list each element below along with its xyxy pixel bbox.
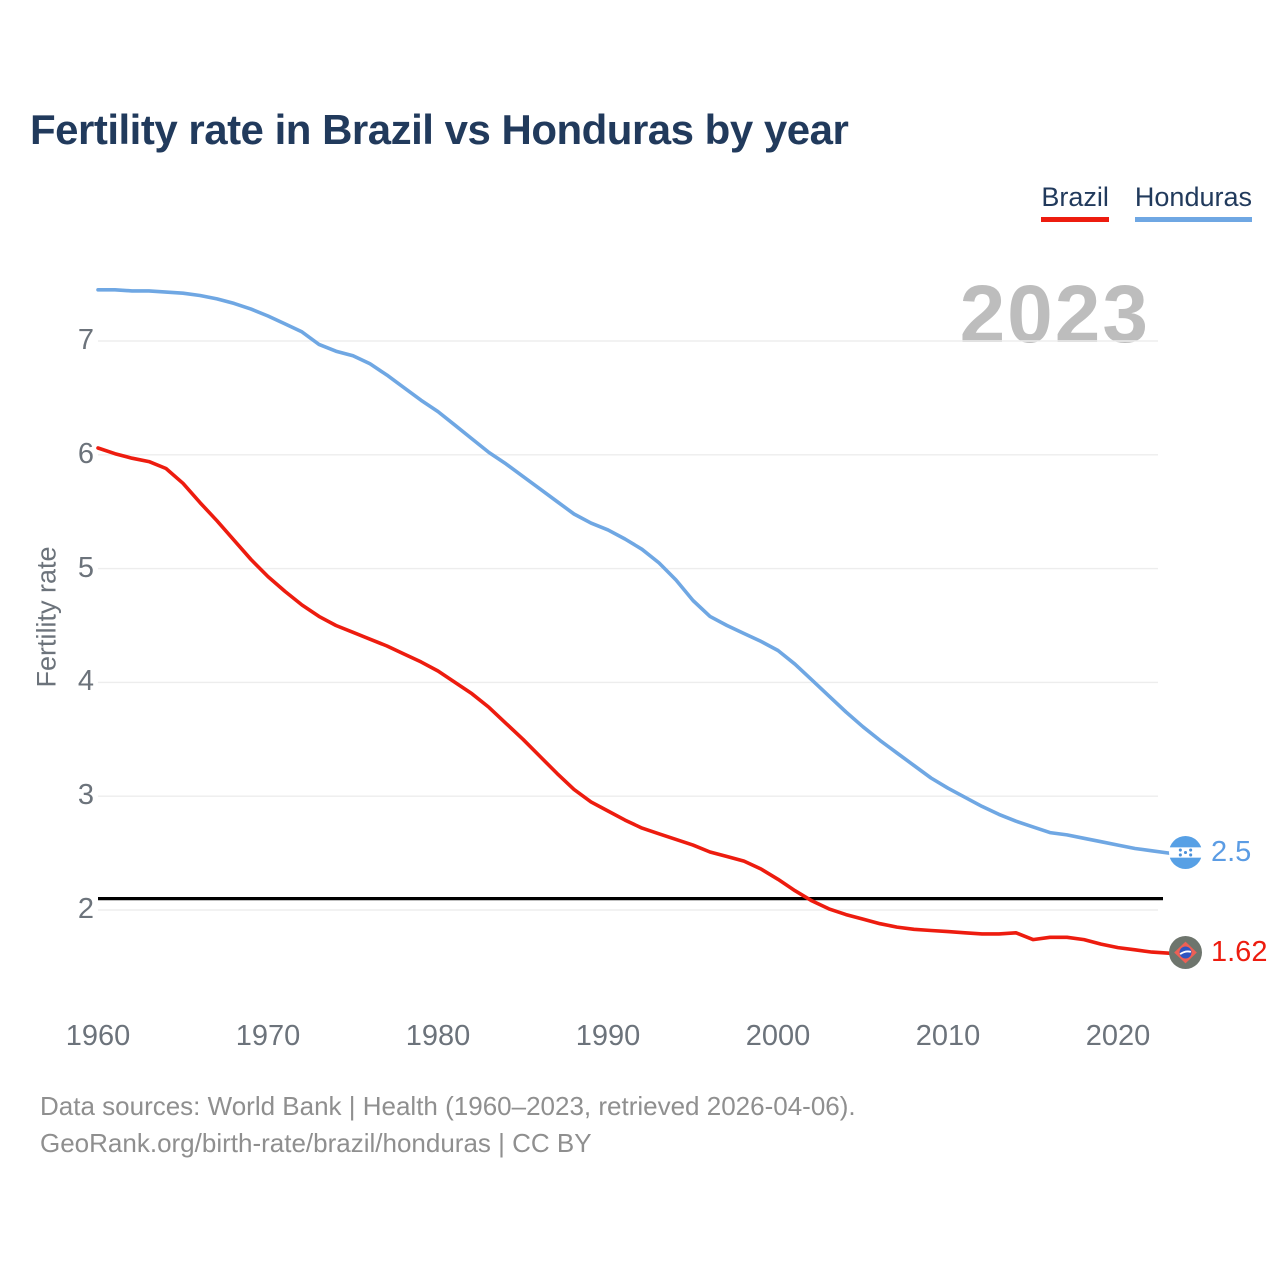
x-tick-label-1990: 1990 — [575, 1020, 641, 1052]
y-tick-label-5: 5 — [77, 551, 94, 584]
footer: Data sources: World Bank | Health (1960–… — [40, 1088, 856, 1162]
y-tick-label-4: 4 — [77, 665, 94, 698]
end-label-honduras: 2.5 — [1169, 836, 1252, 870]
legend-item-brazil[interactable]: Brazil — [1041, 182, 1109, 222]
y-tick-label-7: 7 — [77, 324, 94, 356]
year-watermark: 2023 — [959, 269, 1150, 360]
brazil-flag-icon — [1169, 936, 1202, 970]
x-tick-label-1980: 1980 — [405, 1020, 471, 1052]
footer-attribution-line: GeoRank.org/birth-rate/brazil/honduras |… — [40, 1128, 592, 1158]
page-title: Fertility rate in Brazil vs Honduras by … — [30, 106, 849, 153]
brazil-end-value: 1.62 — [1211, 936, 1268, 969]
x-tick-label-2000: 2000 — [745, 1020, 811, 1052]
x-tick-label-1970: 1970 — [235, 1020, 301, 1052]
legend: Brazil Honduras — [1041, 182, 1252, 222]
honduras-end-value: 2.5 — [1211, 836, 1252, 869]
honduras-flag-icon — [1169, 836, 1202, 870]
legend-item-honduras[interactable]: Honduras — [1134, 182, 1252, 222]
y-tick-label-3: 3 — [77, 779, 94, 812]
series-line-brazil — [96, 446, 1171, 956]
x-tick-label-1960: 1960 — [65, 1020, 131, 1052]
y-tick-label-6: 6 — [77, 437, 94, 470]
x-tick-label-2010: 2010 — [915, 1020, 981, 1052]
y-tick-label-2: 2 — [77, 893, 94, 925]
series-line-honduras — [96, 287, 1171, 855]
x-tick-label-2020: 2020 — [1085, 1020, 1151, 1052]
end-label-brazil: 1.62 — [1169, 936, 1268, 970]
footer-source-line: Data sources: World Bank | Health (1960–… — [40, 1091, 856, 1121]
